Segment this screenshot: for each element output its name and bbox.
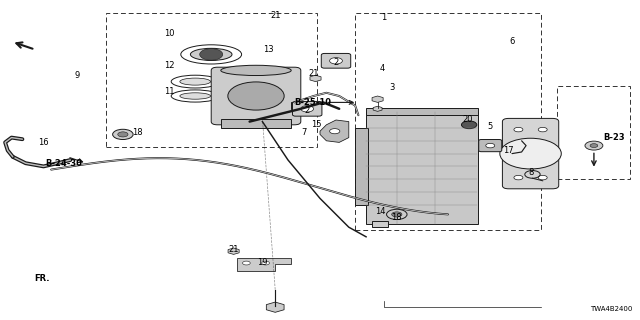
FancyBboxPatch shape <box>211 67 301 125</box>
Text: 3: 3 <box>389 84 394 92</box>
Text: 19: 19 <box>257 258 268 267</box>
Text: 15: 15 <box>312 120 322 129</box>
FancyBboxPatch shape <box>502 118 559 189</box>
Bar <box>557 86 630 179</box>
Ellipse shape <box>180 78 211 85</box>
Circle shape <box>113 129 133 140</box>
Text: 14: 14 <box>376 207 386 216</box>
Polygon shape <box>320 120 349 142</box>
FancyBboxPatch shape <box>292 101 322 116</box>
Text: B-25-10: B-25-10 <box>294 98 331 107</box>
Bar <box>366 112 478 224</box>
Ellipse shape <box>180 93 211 99</box>
Circle shape <box>392 212 402 217</box>
Polygon shape <box>237 258 291 271</box>
Text: 9: 9 <box>74 71 79 80</box>
Text: B-23: B-23 <box>604 133 625 142</box>
Text: 21: 21 <box>228 245 239 254</box>
Text: 7: 7 <box>301 128 307 137</box>
Circle shape <box>228 82 284 110</box>
Bar <box>291 102 317 109</box>
Text: 6: 6 <box>509 37 515 46</box>
Circle shape <box>590 144 598 148</box>
Ellipse shape <box>191 48 232 60</box>
Bar <box>372 221 388 227</box>
Text: 21: 21 <box>308 69 319 78</box>
Text: 8: 8 <box>529 168 534 177</box>
Text: 18: 18 <box>392 213 402 222</box>
Circle shape <box>262 261 269 265</box>
Circle shape <box>461 121 477 129</box>
Text: 17: 17 <box>504 146 514 155</box>
Text: 5: 5 <box>487 122 492 131</box>
Circle shape <box>301 106 314 112</box>
Text: 2: 2 <box>305 106 310 115</box>
Text: 21: 21 <box>270 12 280 20</box>
FancyBboxPatch shape <box>321 53 351 68</box>
Text: 10: 10 <box>164 29 175 38</box>
Text: 1: 1 <box>381 13 387 22</box>
Circle shape <box>514 127 523 132</box>
Circle shape <box>500 138 561 169</box>
Circle shape <box>118 132 128 137</box>
Circle shape <box>330 58 342 64</box>
Text: 20: 20 <box>462 116 472 124</box>
Bar <box>355 13 541 230</box>
Circle shape <box>330 129 340 134</box>
Bar <box>221 119 291 128</box>
Bar <box>106 13 317 147</box>
Circle shape <box>486 143 495 148</box>
Circle shape <box>387 209 407 220</box>
Text: 16: 16 <box>38 138 49 147</box>
Text: 11: 11 <box>164 87 175 96</box>
Circle shape <box>538 127 547 132</box>
Text: 2: 2 <box>333 58 339 67</box>
Text: TWA4B2400: TWA4B2400 <box>590 306 632 312</box>
FancyBboxPatch shape <box>479 140 502 152</box>
Circle shape <box>514 175 523 180</box>
Circle shape <box>200 49 223 60</box>
Text: 13: 13 <box>264 45 274 54</box>
Circle shape <box>538 175 547 180</box>
Circle shape <box>243 261 250 265</box>
Text: B-24-30: B-24-30 <box>45 159 83 168</box>
Bar <box>355 128 368 205</box>
Text: 18: 18 <box>132 128 143 137</box>
Text: FR.: FR. <box>34 274 49 283</box>
Circle shape <box>585 141 603 150</box>
Text: 12: 12 <box>164 61 175 70</box>
Bar <box>366 108 478 115</box>
Text: 4: 4 <box>380 64 385 73</box>
Ellipse shape <box>221 65 291 76</box>
